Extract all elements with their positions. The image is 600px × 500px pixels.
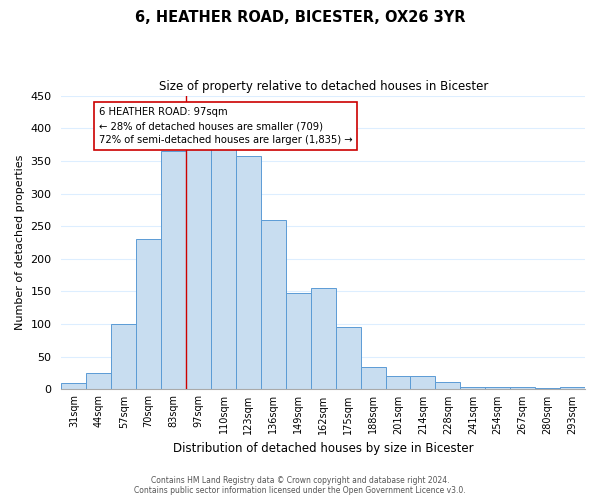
Bar xyxy=(535,388,560,390)
Bar xyxy=(286,293,311,390)
Bar xyxy=(311,288,335,390)
Y-axis label: Number of detached properties: Number of detached properties xyxy=(15,155,25,330)
Bar xyxy=(436,382,460,390)
Bar xyxy=(61,383,86,390)
Bar xyxy=(560,388,585,390)
Bar xyxy=(161,151,186,390)
Bar xyxy=(261,220,286,390)
Bar xyxy=(386,376,410,390)
Bar xyxy=(485,388,510,390)
Text: 6 HEATHER ROAD: 97sqm
← 28% of detached houses are smaller (709)
72% of semi-det: 6 HEATHER ROAD: 97sqm ← 28% of detached … xyxy=(99,108,352,146)
Bar xyxy=(335,326,361,390)
Bar xyxy=(136,239,161,390)
Text: 6, HEATHER ROAD, BICESTER, OX26 3YR: 6, HEATHER ROAD, BICESTER, OX26 3YR xyxy=(135,10,465,25)
Bar xyxy=(410,376,436,390)
Bar xyxy=(510,388,535,390)
Bar xyxy=(86,373,111,390)
Text: Contains HM Land Registry data © Crown copyright and database right 2024.
Contai: Contains HM Land Registry data © Crown c… xyxy=(134,476,466,495)
Bar xyxy=(460,388,485,390)
X-axis label: Distribution of detached houses by size in Bicester: Distribution of detached houses by size … xyxy=(173,442,473,455)
Title: Size of property relative to detached houses in Bicester: Size of property relative to detached ho… xyxy=(158,80,488,93)
Bar xyxy=(186,144,211,390)
Bar xyxy=(211,144,236,390)
Bar xyxy=(236,156,261,390)
Bar xyxy=(111,324,136,390)
Bar xyxy=(361,367,386,390)
